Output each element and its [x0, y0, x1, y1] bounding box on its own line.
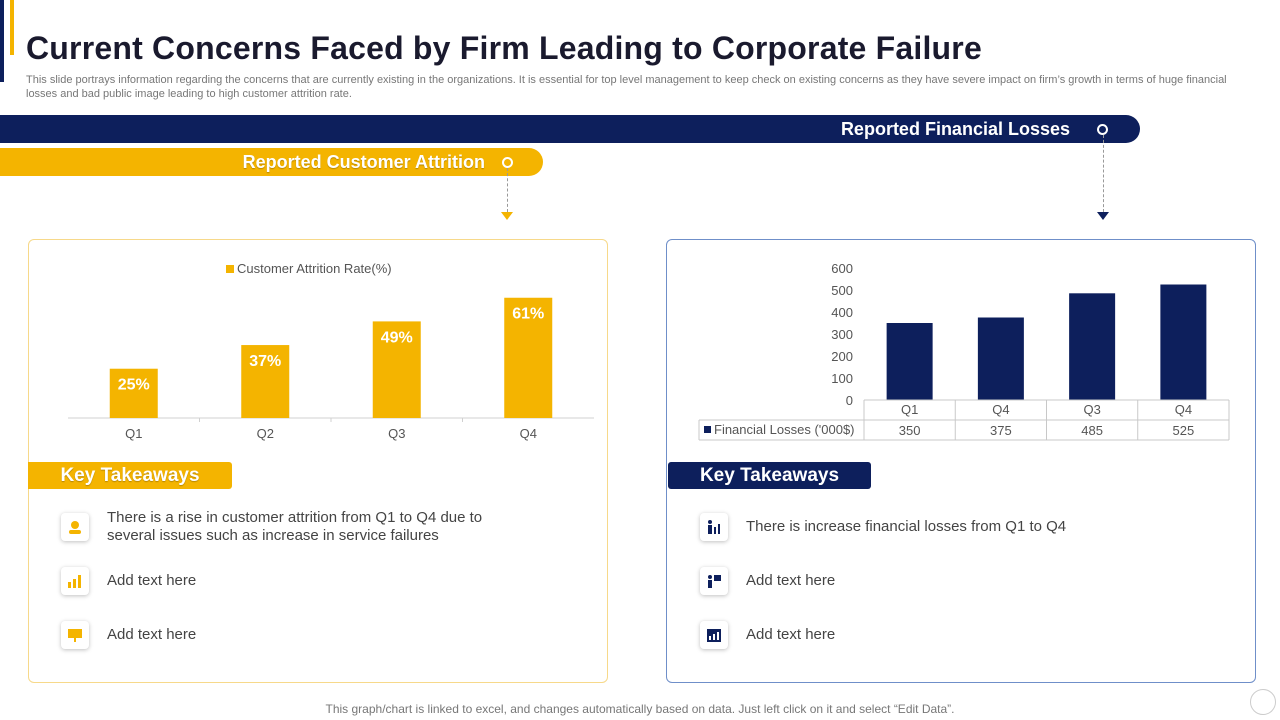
left-takeaway-text: Add text here — [107, 572, 197, 589]
left-takeaway-item: Add text here — [61, 567, 581, 595]
banner-dot — [1097, 124, 1108, 135]
banner-dot — [502, 157, 513, 168]
bar-graph-icon — [700, 621, 728, 649]
key-takeaways-right-label: Key Takeaways — [668, 462, 871, 489]
left-takeaway-text: Add text here — [107, 626, 197, 643]
customer-attrition-banner-label: Reported Customer Attrition — [242, 152, 485, 172]
bar — [372, 321, 421, 418]
growth-chart-icon — [61, 567, 89, 595]
financial-panel — [666, 239, 1256, 683]
table-header-cell: Q4 — [1175, 402, 1192, 417]
bar — [1069, 293, 1116, 400]
presentation-icon — [61, 621, 89, 649]
financial-losses-banner: Reported Financial Losses — [0, 115, 1140, 143]
x-tick-label: Q3 — [388, 426, 405, 441]
table-value-cell: 350 — [899, 423, 921, 438]
table-value-cell: 525 — [1173, 423, 1195, 438]
data-label: 25% — [118, 377, 150, 394]
right-takeaway-item: Add text here — [700, 567, 1230, 595]
legend-swatch — [226, 265, 234, 273]
y-tick-label: 100 — [831, 371, 853, 386]
accent-bar-gold — [10, 0, 14, 55]
bar — [504, 297, 553, 418]
data-label: 49% — [381, 329, 413, 346]
left-takeaway-item: There is a rise in customer attrition fr… — [61, 509, 581, 545]
attrition-chart: Customer Attrition Rate(%) 25% Q1 37% Q2 49%… — [68, 261, 594, 441]
y-tick-label: 400 — [831, 305, 853, 320]
page-title: Current Concerns Faced by Firm Leading t… — [26, 30, 982, 66]
y-tick-label: 200 — [831, 349, 853, 364]
right-takeaway-text: There is increase financial losses from … — [746, 518, 1067, 535]
data-label: 37% — [249, 353, 281, 370]
x-tick-label: Q1 — [125, 426, 142, 441]
customer-loss-icon — [61, 513, 89, 541]
y-tick-label: 600 — [831, 261, 853, 276]
arrow-down-icon — [1097, 212, 1109, 220]
page-subtitle: This slide portrays information regardin… — [26, 74, 1227, 100]
y-tick-label: 300 — [831, 327, 853, 342]
key-takeaways-left-label: Key Takeaways — [28, 462, 232, 489]
presenter-icon — [700, 567, 728, 595]
data-label: 61% — [512, 306, 544, 323]
chart-legend: Customer Attrition Rate(%) — [226, 261, 392, 276]
table-header-cell: Q1 — [901, 402, 918, 417]
legend-label: Customer Attrition Rate(%) — [237, 261, 392, 276]
table-value-cell: 485 — [1081, 423, 1103, 438]
financial-losses-banner-label: Reported Financial Losses — [840, 119, 1070, 139]
bar — [977, 317, 1024, 400]
left-takeaway-text: There is a rise in customer attrition fr… — [107, 509, 483, 544]
footer-note: This graph/chart is linked to excel, and… — [325, 702, 955, 716]
bar — [241, 345, 290, 418]
bar — [1160, 284, 1207, 400]
table-header-cell: Q3 — [1083, 402, 1100, 417]
connector-line-right — [1103, 135, 1104, 212]
accent-bar — [0, 0, 4, 82]
bar — [109, 368, 158, 418]
y-tick-label: 0 — [846, 393, 853, 408]
legend-swatch — [704, 426, 711, 433]
financial-chart-icon — [700, 513, 728, 541]
table-value-cell: 375 — [990, 423, 1012, 438]
x-tick-label: Q2 — [257, 426, 274, 441]
connector-line-left — [507, 168, 508, 212]
customer-attrition-banner: Reported Customer Attrition — [0, 148, 543, 176]
bar — [886, 323, 933, 400]
corner-circle — [1250, 689, 1276, 715]
series-label: Financial Losses ('000$) — [714, 422, 855, 437]
y-tick-label: 500 — [831, 283, 853, 298]
financial-chart: 0 100 200 300 400 500 600 Q1 350 Q4 375 Q3 485 Q4 525… — [698, 261, 1230, 441]
left-takeaway-item: Add text here — [61, 621, 581, 649]
right-takeaway-text: Add text here — [746, 626, 836, 643]
x-tick-label: Q4 — [520, 426, 537, 441]
arrow-down-icon — [501, 212, 513, 220]
right-takeaway-item: There is increase financial losses from … — [700, 513, 1230, 541]
right-takeaway-text: Add text here — [746, 572, 836, 589]
table-header-cell: Q4 — [992, 402, 1009, 417]
right-takeaway-item: Add text here — [700, 621, 1230, 649]
